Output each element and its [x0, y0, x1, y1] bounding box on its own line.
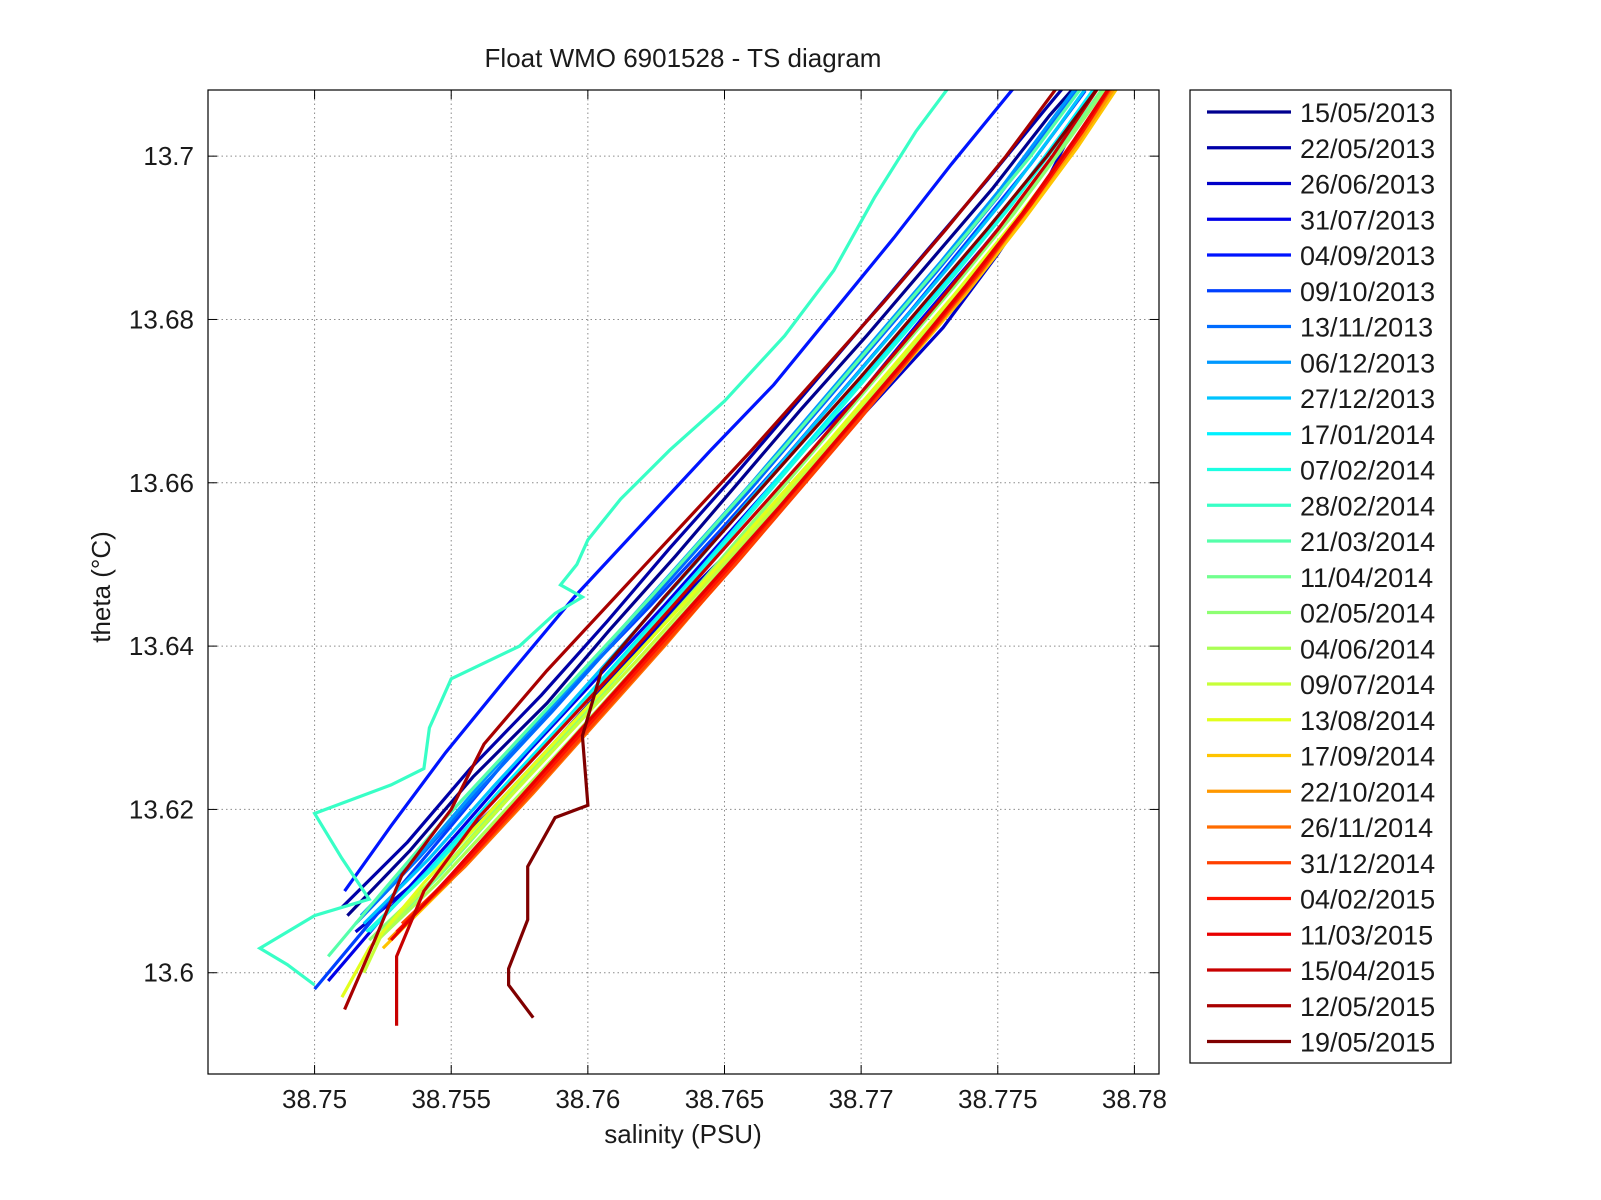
legend-label: 31/07/2013 [1300, 205, 1435, 235]
legend-label: 22/10/2014 [1300, 777, 1435, 807]
chart-title: Float WMO 6901528 - TS diagram [485, 43, 882, 73]
series-line-15 [368, 90, 1107, 942]
legend-label: 06/12/2013 [1300, 348, 1435, 378]
legend-label: 26/06/2013 [1300, 170, 1435, 200]
series-line-1 [346, 90, 1075, 917]
plot-frame [207, 89, 1160, 1075]
legend-label: 28/02/2014 [1300, 491, 1435, 521]
legend-label: 04/02/2015 [1300, 885, 1435, 915]
series-line-25 [395, 90, 1099, 1026]
x-tick-label: 38.755 [411, 1084, 491, 1114]
legend-label: 07/02/2014 [1300, 456, 1435, 486]
legend-label: 13/08/2014 [1300, 706, 1435, 736]
legend-label: 04/09/2013 [1300, 241, 1435, 271]
legend-label: 04/06/2014 [1300, 634, 1435, 664]
series-line-24 [389, 90, 1110, 942]
legend-label: 09/07/2014 [1300, 670, 1435, 700]
x-tick-label: 38.76 [555, 1084, 620, 1114]
legend: 15/05/2013 22/05/2013 26/06/2013 31/07/2013… [1189, 89, 1452, 1064]
series-line-18 [340, 147, 1073, 998]
legend-label: 31/12/2014 [1300, 849, 1435, 879]
y-tick-label: 13.6 [143, 958, 194, 988]
y-tick-label: 13.64 [129, 631, 194, 661]
y-tick-label: 13.66 [129, 468, 194, 498]
legend-label: 27/12/2013 [1300, 384, 1435, 414]
legend-label: 15/04/2015 [1300, 956, 1435, 986]
legend-label: 11/03/2015 [1300, 920, 1433, 950]
legend-label: 02/05/2014 [1300, 599, 1435, 629]
grid-lines [208, 90, 1159, 1074]
y-tick-label: 13.62 [129, 794, 194, 824]
legend-label: 09/10/2013 [1300, 277, 1435, 307]
legend-label: 17/09/2014 [1300, 742, 1435, 772]
y-tick-label: 13.7 [143, 141, 194, 171]
legend-label: 22/05/2013 [1300, 134, 1435, 164]
x-tick-label: 38.775 [958, 1084, 1038, 1114]
x-tick-label: 38.77 [829, 1084, 894, 1114]
legend-label: 26/11/2014 [1300, 813, 1433, 843]
x-axis-label: salinity (PSU) [604, 1119, 761, 1149]
series-line-12 [256, 90, 949, 987]
legend-label: 17/01/2014 [1300, 420, 1435, 450]
x-tick-label: 38.78 [1102, 1084, 1167, 1114]
legend-label: 15/05/2013 [1300, 98, 1435, 128]
legend-label: 12/05/2015 [1300, 992, 1435, 1022]
axis-ticks: 38.75 38.755 38.76 38.765 38.77 38.775 38.78 13… [129, 90, 1167, 1114]
series-line-27 [507, 90, 1099, 1019]
legend-label: 13/11/2013 [1300, 313, 1433, 343]
series-line-6 [313, 90, 1087, 991]
y-tick-label: 13.68 [129, 304, 194, 334]
series-line-5 [343, 90, 1015, 893]
series-line-26 [343, 90, 1058, 1011]
legend-label: 11/04/2014 [1300, 563, 1433, 593]
x-tick-label: 38.75 [282, 1084, 347, 1114]
legend-label: 21/03/2014 [1300, 527, 1435, 557]
x-tick-label: 38.765 [685, 1084, 765, 1114]
y-axis-label: theta (°C) [86, 531, 116, 643]
series-lines [256, 90, 1118, 1026]
legend-label: 19/05/2015 [1300, 1028, 1435, 1058]
